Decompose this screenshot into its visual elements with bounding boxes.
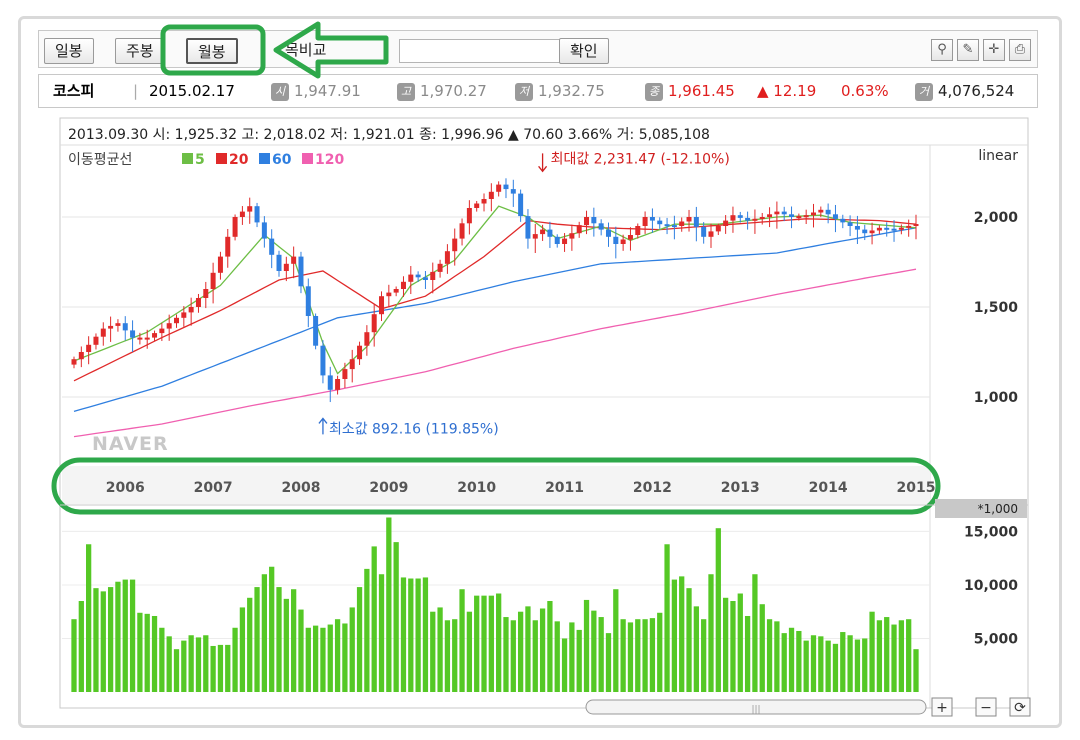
monthly-button[interactable]: 월봉 — [186, 38, 238, 64]
toolbar: 일봉 주봉 월봉 목비교 확인 ⚲ ✎ ✛ ⎙ — [38, 30, 1038, 68]
low-tag: 저 — [515, 82, 533, 101]
crosshair-icon[interactable]: ✛ — [983, 39, 1005, 61]
daily-button[interactable]: 일봉 — [44, 38, 94, 64]
open-tag: 시 — [271, 82, 289, 101]
index-name: 코스피 — [53, 82, 95, 100]
open-price: 시 1,947.91 — [271, 75, 361, 107]
change-value: ▲ 12.19 — [757, 82, 817, 100]
high-price: 고 1,970.27 — [397, 75, 487, 107]
compare-input[interactable] — [399, 39, 585, 63]
quote-date: 2015.02.17 — [149, 82, 235, 100]
low-value: 1,932.75 — [538, 82, 605, 100]
compare-label: 목비교 — [285, 41, 327, 59]
price-info-bar: 코스피 | 2015.02.17 시 1,947.91 고 1,970.27 저 1,… — [38, 74, 1038, 108]
low-price: 저 1,932.75 — [515, 75, 605, 107]
weekly-button[interactable]: 주봉 — [115, 38, 165, 64]
open-value: 1,947.91 — [294, 82, 361, 100]
volume-value: 4,076,524 — [938, 82, 1015, 100]
change-pct: 0.63% — [841, 82, 889, 100]
eraser-icon[interactable]: ✎ — [957, 39, 979, 61]
high-tag: 고 — [397, 82, 415, 101]
close-value: 1,961.45 — [668, 82, 735, 100]
volume-tag: 거 — [915, 82, 933, 101]
close-price: 종 1,961.45 — [645, 75, 735, 107]
tool-buttons: ⚲ ✎ ✛ ⎙ — [931, 39, 1031, 61]
stock-chart-widget: 일봉 주봉 월봉 목비교 확인 ⚲ ✎ ✛ ⎙ 코스피 | 2015.02.17… — [38, 30, 1044, 730]
volume-info: 거 4,076,524 — [915, 75, 1014, 107]
magnet-icon[interactable]: ⚲ — [931, 39, 953, 61]
high-value: 1,970.27 — [420, 82, 487, 100]
confirm-button[interactable]: 확인 — [559, 38, 609, 64]
print-icon[interactable]: ⎙ — [1009, 39, 1031, 61]
close-tag: 종 — [645, 82, 663, 101]
divider: | — [133, 82, 139, 100]
